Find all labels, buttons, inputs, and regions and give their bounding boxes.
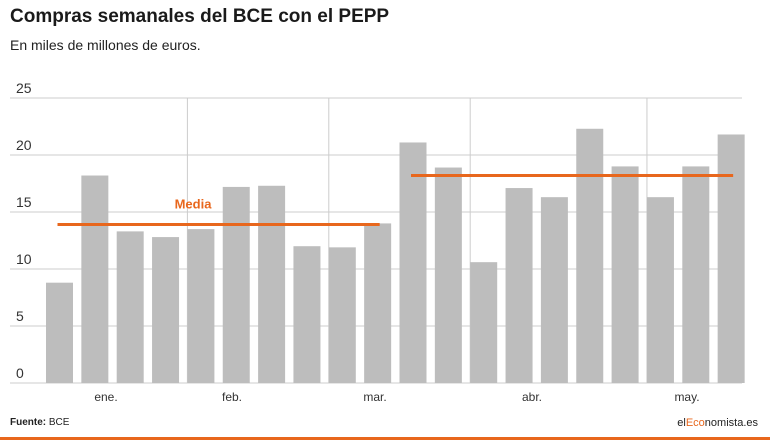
bar (576, 128, 604, 383)
source-note: Fuente: BCE (10, 417, 69, 428)
y-tick-label: 25 (16, 80, 32, 96)
x-month-label: may. (674, 390, 699, 404)
bar (540, 197, 568, 383)
bar (46, 282, 73, 383)
chart-subtitle: En miles de millones de euros. (10, 37, 201, 53)
bar (470, 262, 498, 383)
bar (434, 167, 462, 383)
bottom-accent-bar (0, 437, 770, 440)
brand-prefix: el (677, 417, 686, 429)
bar (646, 197, 674, 383)
bar (293, 246, 321, 383)
y-tick-label: 0 (16, 365, 24, 381)
bar (187, 229, 215, 383)
x-month-label: feb. (222, 390, 242, 404)
bar (505, 188, 533, 383)
bar (258, 185, 286, 383)
mean-label: Media (175, 197, 213, 212)
bar (81, 175, 109, 383)
bar (717, 134, 745, 383)
bar (222, 186, 250, 383)
bar (611, 166, 639, 383)
source-label: Fuente: (10, 417, 47, 428)
y-tick-label: 15 (16, 194, 32, 210)
brand-suffix: nomista.es (704, 417, 758, 429)
y-tick-label: 10 (16, 251, 32, 267)
x-month-label: mar. (363, 390, 386, 404)
bar (399, 142, 427, 383)
y-tick-label: 5 (16, 308, 24, 324)
bar (682, 166, 710, 383)
brand-logo: elEconomista.es (677, 417, 758, 429)
x-month-label: ene. (94, 390, 117, 404)
brand-accent: Eco (685, 417, 705, 429)
y-tick-label: 20 (16, 137, 32, 153)
bar-chart: 0 5 10 15 20 25 Media ene. feb. mar. abr. may. (10, 80, 745, 404)
bar (364, 223, 392, 383)
chart-title: Compras semanales del BCE con el PEPP (10, 6, 390, 27)
bar (116, 231, 144, 383)
source-value: BCE (48, 417, 70, 428)
bar (152, 237, 180, 383)
x-month-label: abr. (522, 390, 542, 404)
bar (328, 247, 356, 383)
